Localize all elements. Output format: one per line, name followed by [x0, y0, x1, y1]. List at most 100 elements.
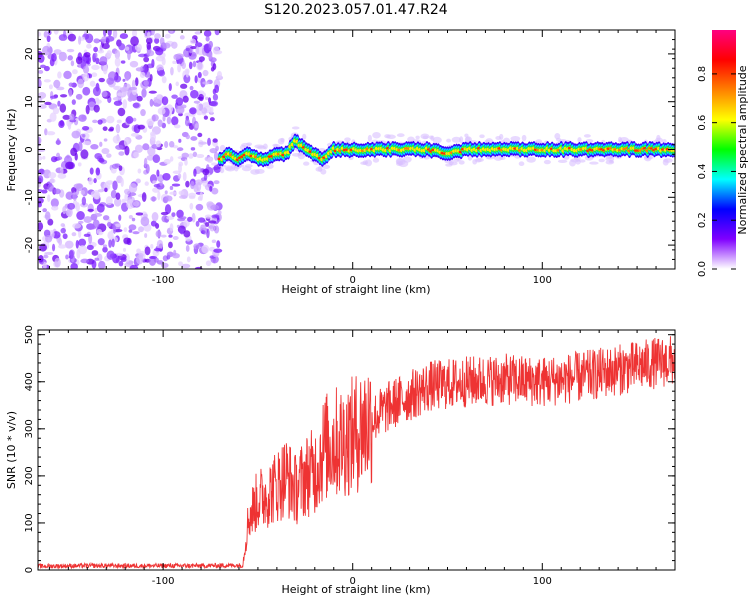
noise-blob	[85, 104, 90, 115]
noise-blob	[112, 96, 121, 101]
noise-blob	[190, 89, 199, 99]
noise-blob	[163, 158, 171, 165]
noise-blob	[134, 77, 139, 87]
noise-blob	[67, 55, 73, 61]
noise-blob	[168, 83, 172, 92]
noise-blob	[178, 190, 185, 196]
noise-blob	[158, 69, 166, 77]
noise-blob	[190, 180, 195, 190]
noise-blob	[77, 35, 82, 45]
noise-blob	[162, 42, 171, 49]
noise-blob	[202, 69, 209, 77]
noise-blob	[107, 30, 112, 37]
track-halo-blob	[465, 136, 471, 143]
track-halo-blob	[367, 134, 372, 142]
noise-blob	[202, 81, 210, 85]
figure-title: S120.2023.057.01.47.R24	[264, 2, 447, 18]
track-halo-blob	[467, 154, 473, 161]
noise-blob	[150, 196, 157, 202]
noise-blob	[45, 234, 53, 243]
noise-blob	[68, 113, 75, 121]
noise-blob	[176, 147, 184, 152]
noise-blob	[60, 166, 64, 175]
noise-blob	[102, 244, 108, 248]
noise-blob	[108, 239, 112, 248]
noise-blob	[148, 90, 157, 94]
noise-blob	[62, 206, 67, 215]
noise-blob	[42, 155, 46, 160]
noise-blob	[171, 41, 178, 49]
noise-blob	[123, 137, 129, 147]
noise-blob	[156, 169, 160, 177]
noise-blob	[197, 62, 203, 70]
noise-blob	[110, 190, 117, 199]
noise-blob	[114, 223, 122, 228]
noise-blob	[164, 190, 168, 195]
track-halo-blob	[315, 166, 323, 172]
noise-blob	[123, 237, 131, 245]
noise-blob	[161, 76, 167, 84]
noise-blob	[213, 248, 223, 253]
noise-blob	[58, 244, 67, 249]
noise-blob	[162, 115, 166, 122]
noise-blob	[38, 222, 44, 231]
noise-blob	[115, 123, 121, 134]
noise-blob	[75, 56, 83, 65]
noise-blob	[206, 228, 210, 239]
noise-blob	[38, 182, 41, 188]
noise-blob	[183, 219, 190, 227]
noise-blob	[136, 248, 141, 254]
noise-blob	[71, 232, 77, 237]
noise-blob	[127, 96, 133, 102]
noise-blob	[193, 184, 199, 193]
noise-blob	[178, 261, 183, 267]
noise-blob	[157, 107, 166, 115]
noise-blob	[153, 248, 163, 252]
noise-blob	[143, 213, 148, 218]
noise-blob	[46, 131, 56, 136]
noise-blob	[180, 83, 188, 89]
noise-blob	[75, 93, 83, 100]
noise-blob	[38, 155, 43, 161]
spectrogram-x-tick-labels: -100 0 100	[152, 275, 552, 286]
snr-ticks	[38, 330, 676, 571]
noise-blob	[98, 158, 105, 163]
noise-blob	[171, 116, 179, 126]
noise-blob	[105, 180, 114, 185]
noise-blob	[53, 30, 59, 35]
noise-blob	[168, 234, 173, 238]
noise-blob	[190, 136, 198, 141]
noise-blob	[142, 143, 150, 151]
noise-blob	[132, 102, 140, 108]
track-halo-blob	[415, 135, 420, 140]
noise-blob	[216, 70, 223, 79]
noise-blob	[146, 50, 155, 57]
spectrogram-y-tick-label: -10	[24, 189, 35, 205]
noise-blob	[140, 216, 150, 227]
noise-blob	[169, 185, 174, 191]
noise-blob	[217, 210, 222, 215]
track-halo-blob	[510, 135, 521, 142]
noise-blob	[144, 246, 151, 256]
noise-blob	[161, 57, 166, 66]
noise-blob	[53, 188, 61, 195]
noise-blob	[179, 216, 187, 220]
noise-blob	[90, 144, 99, 150]
noise-blob	[89, 80, 96, 87]
noise-blob	[109, 126, 115, 131]
noise-blob	[155, 140, 162, 148]
noise-blob	[102, 30, 107, 37]
noise-blob	[58, 51, 67, 62]
noise-blob	[91, 250, 99, 256]
snr-x-tick-label: -100	[152, 576, 175, 587]
noise-blob	[51, 52, 57, 62]
noise-blob	[117, 92, 124, 97]
noise-blob	[176, 209, 184, 219]
noise-blob	[138, 226, 144, 233]
noise-blob	[83, 51, 91, 58]
noise-blob	[96, 203, 105, 213]
noise-blob	[210, 204, 220, 211]
noise-blob	[212, 138, 218, 143]
noise-blob	[106, 153, 112, 158]
noise-blob	[80, 190, 86, 196]
